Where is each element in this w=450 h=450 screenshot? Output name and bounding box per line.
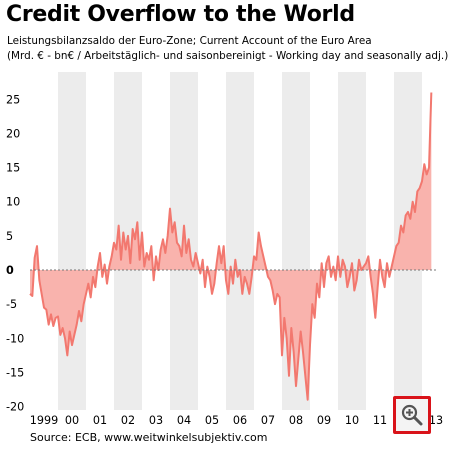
x-tick-labels: 19990001020304050607080910111213 [30,414,443,427]
x-tick-label: 13 [429,414,443,427]
y-tick-label: 10 [6,196,20,209]
x-tick-label: 04 [177,414,191,427]
chart-subtitle-line-1: Leistungsbilanzsaldo der Euro-Zone; Curr… [7,35,372,47]
source-note: Source: ECB, www.weitwinkelsubjektiv.com [30,431,268,444]
chart-title: Credit Overflow to the World [6,2,355,27]
x-tick-label: 01 [93,414,107,427]
area-layer [29,92,433,401]
x-tick-label: 09 [317,414,331,427]
y-tick-label: -20 [6,401,24,414]
y-tick-label: 0 [6,264,14,277]
series-line [29,92,433,401]
y-tick-label: -10 [6,332,24,345]
x-tick-label: 05 [205,414,219,427]
x-tick-label: 00 [65,414,79,427]
year-bands [58,72,422,410]
x-tick-label: 10 [345,414,359,427]
year-band-2006 [226,72,254,410]
x-tick-label: 03 [149,414,163,427]
x-tick-label: 06 [233,414,247,427]
zoom-in-icon [401,404,423,426]
y-tick-label: 5 [6,230,13,243]
zoom-button[interactable] [393,396,431,434]
x-tick-label: 1999 [30,414,58,427]
chart-subtitle-line-2: (Mrd. € - bn€ / Arbeitstäglich- und sais… [7,50,449,62]
y-tick-label: 20 [6,127,20,140]
x-tick-label: 11 [373,414,387,427]
y-tick-label: -5 [6,298,17,311]
x-tick-label: 02 [121,414,135,427]
y-tick-label: 15 [6,162,20,175]
y-tick-label: 25 [6,93,20,106]
x-tick-label: 07 [261,414,275,427]
y-tick-labels: 25 20 15 10 5 0 -5 -10 -15 -20 [6,93,24,413]
year-band-2010 [338,72,366,410]
year-band-2000 [58,72,86,410]
x-tick-label: 08 [289,414,303,427]
y-tick-label: -15 [6,366,24,379]
